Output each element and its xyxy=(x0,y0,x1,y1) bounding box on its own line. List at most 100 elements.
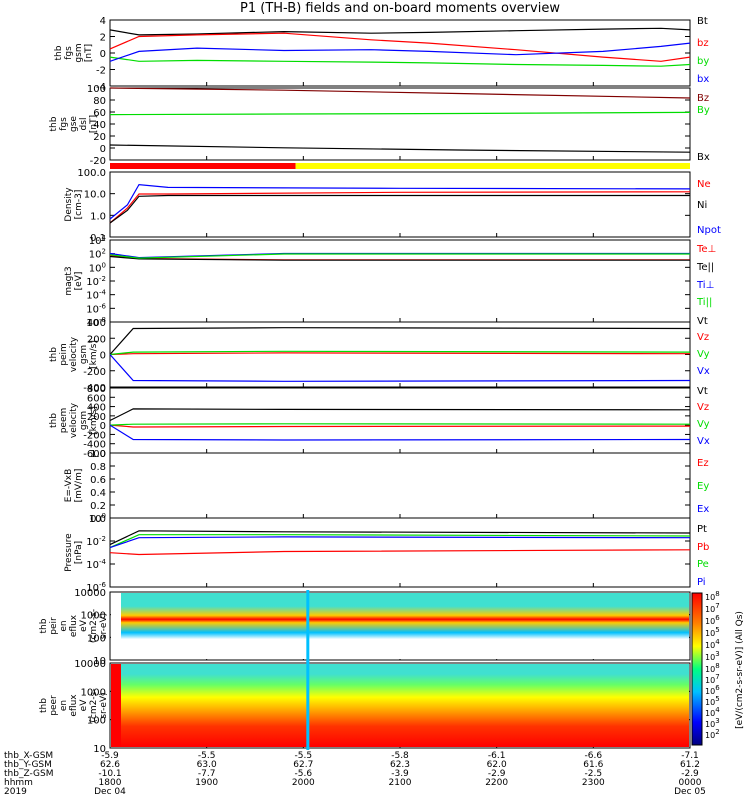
spectrogram-marker xyxy=(306,590,310,662)
y-axis-label: thb peer en eflux eV (cm2-s-sr-eV) xyxy=(39,688,109,722)
colorbar: 108107106105104103108107106105104103102[… xyxy=(691,590,745,746)
y-axis-label-line: sr-eV) xyxy=(99,692,109,718)
footer-value: Dec 04 xyxy=(94,787,126,797)
footer-row-label: thb_X-GSM xyxy=(4,751,53,761)
y-axis-label-line: [km/s] xyxy=(89,340,99,369)
y-axis-label-line: eV xyxy=(79,699,89,712)
y-axis-label-line: dsl xyxy=(79,118,89,131)
colorbar-tick-label: 108 xyxy=(705,590,720,602)
legend-Pi: Pi xyxy=(697,577,706,588)
spectrogram-gap xyxy=(111,593,121,659)
y-tick-label: 0.8 xyxy=(90,462,106,473)
y-axis-label-line: [nPa] xyxy=(74,541,84,564)
y-tick-label: -20 xyxy=(90,156,106,167)
series-Pb-line xyxy=(109,549,691,556)
y-axis-label-line: eV xyxy=(79,619,89,632)
colorbar-label: [eV/(cm2-s-sr-eV)] (All Qs) xyxy=(735,611,745,729)
y-axis-label-line: E=-VxB xyxy=(64,469,74,503)
footer-row-label: 2019 xyxy=(4,787,27,797)
colorbar-tick-label: 104 xyxy=(705,638,720,650)
colorbar-tick-label: 105 xyxy=(705,626,720,638)
y-tick-label: 0.2 xyxy=(90,501,106,512)
panel-frame xyxy=(109,387,691,454)
footer-value: 2000 xyxy=(292,778,315,788)
y-axis-label: thb fgs gse dsl [nT] xyxy=(49,115,99,133)
y-axis-label-line: eflux xyxy=(69,614,79,637)
y-tick-label: -4 xyxy=(96,82,106,93)
y-tick-label: 10 xyxy=(93,744,106,755)
series-Vx-line xyxy=(109,424,691,441)
y-tick-label: 200 xyxy=(87,412,106,423)
y-tick-label: -600 xyxy=(83,449,106,460)
y-tick-label: 0 xyxy=(100,421,106,432)
y-tick-label: -200 xyxy=(83,430,106,441)
colorbar-tick-label: 106 xyxy=(705,614,720,626)
y-axis-label-line: thb xyxy=(49,116,59,131)
y-axis-label-line: fgs xyxy=(59,117,69,131)
y-tick-label: -400 xyxy=(83,383,106,394)
y-tick-label: 0.0 xyxy=(90,514,106,525)
spectrogram xyxy=(111,664,689,747)
footer-value: 2300 xyxy=(582,778,605,788)
y-axis-label-line: thb xyxy=(39,698,49,713)
footer-value: 62.6 xyxy=(100,760,120,770)
y-tick-label: -400 xyxy=(83,440,106,451)
legend-By: By xyxy=(697,105,710,116)
y-tick-label: 60 xyxy=(93,108,106,119)
y-axis-label-line: [nT] xyxy=(84,44,94,62)
series-Vz-line xyxy=(109,424,691,428)
series-bz-line xyxy=(109,32,691,62)
y-tick-label: 10-4 xyxy=(86,289,106,302)
series-Pt-line xyxy=(109,530,691,546)
y-tick-label: 1.0 xyxy=(90,449,106,460)
footer-value: 61.6 xyxy=(583,760,603,770)
legend-bx: bx xyxy=(697,74,709,85)
legend-Vz: Vz xyxy=(697,332,709,343)
series-Bt-line xyxy=(109,27,691,36)
y-axis-label: Density [cm-3] xyxy=(64,187,84,222)
y-axis-label-line: Pressure xyxy=(64,533,74,572)
y-axis-label-line: [eV] xyxy=(74,272,84,291)
footer-row-label: thb_Z-GSM xyxy=(4,769,53,779)
footer-value: -5.5 xyxy=(198,751,216,761)
y-tick-label: 400 xyxy=(87,318,106,329)
y-tick-label: 104 xyxy=(89,234,107,247)
y-tick-label: 600 xyxy=(87,393,106,404)
footer-value: -10.1 xyxy=(98,769,121,779)
legend-Vy: Vy xyxy=(697,349,710,360)
legend-Bz: Bz xyxy=(697,93,709,104)
legend-Pt: Pt xyxy=(697,524,707,535)
y-tick-label: 1000 xyxy=(81,687,106,698)
y-tick-label: 10-2 xyxy=(86,535,106,548)
y-tick-label: 200 xyxy=(87,334,106,345)
legend-Pe: Pe xyxy=(697,559,709,570)
footer-value: -3.9 xyxy=(391,769,409,779)
footer-axis: thb_X-GSMthb_Y-GSMthb_Z-GSMhhmm2019-5.96… xyxy=(4,751,706,797)
y-axis-label: E=-VxB [mV/m] xyxy=(64,469,84,503)
series-Pe-line xyxy=(109,534,691,549)
legend-Te||: Te|| xyxy=(696,262,714,273)
y-tick-label: 0.6 xyxy=(90,475,106,486)
y-tick-label: 4 xyxy=(100,16,106,27)
y-axis-label-line: en xyxy=(59,700,69,711)
panel-peim_vel: 400 200 0 -200 -400 thb peim velocity gsm [km/s] V… xyxy=(49,316,710,394)
y-tick-label: 10-6 xyxy=(86,302,106,315)
y-tick-label: 100 xyxy=(87,84,106,95)
footer-value: 2200 xyxy=(485,778,508,788)
legend-Npot: Npot xyxy=(697,225,721,236)
legend-Vx: Vx xyxy=(697,436,710,447)
legend-Vx: Vx xyxy=(697,366,710,377)
y-axis-label-line: (cm2-s- xyxy=(89,688,99,722)
y-axis-label-line: gse xyxy=(69,116,79,132)
footer-value: 61.2 xyxy=(680,760,700,770)
footer-value: -5.5 xyxy=(295,751,313,761)
spectrogram-gap xyxy=(111,664,121,747)
colorbar-tick-label: 107 xyxy=(705,602,720,614)
y-axis-label-line: thb xyxy=(49,347,59,362)
legend-Ey: Ey xyxy=(697,481,709,492)
y-axis-label: magt3 [eV] xyxy=(64,266,84,295)
y-axis-label-line: thb xyxy=(49,413,59,428)
y-axis-label-line: sr-eV) xyxy=(99,613,109,639)
